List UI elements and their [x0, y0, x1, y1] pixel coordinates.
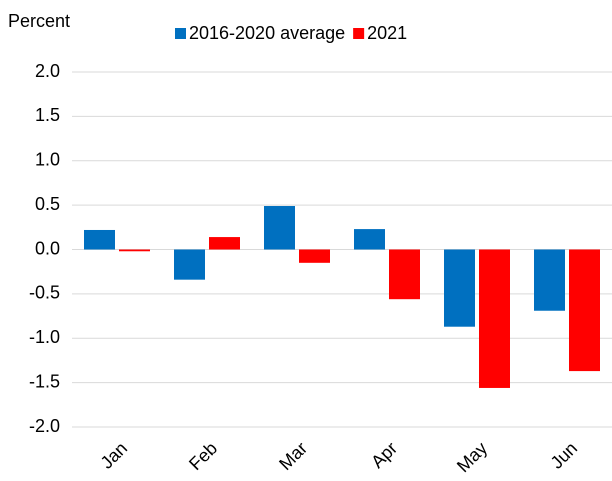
- bar: [209, 237, 240, 250]
- y-tick-label: -0.5: [29, 283, 60, 303]
- x-tick-label: Apr: [367, 438, 401, 472]
- y-tick-label: 1.0: [35, 150, 60, 170]
- legend-label: 2016-2020 average: [189, 23, 345, 43]
- bar: [534, 249, 565, 311]
- y-tick-label: 1.5: [35, 105, 60, 125]
- bar: [389, 249, 420, 300]
- x-tick-label: May: [453, 438, 491, 476]
- y-tick-label: 0.0: [35, 238, 60, 258]
- y-tick-label: -1.5: [29, 371, 60, 391]
- legend-swatch: [353, 28, 365, 39]
- x-tick-label: Feb: [185, 438, 221, 474]
- bar: [444, 249, 475, 327]
- x-tick-label: Jun: [547, 438, 582, 473]
- x-tick-label: Mar: [275, 438, 311, 474]
- bar: [354, 229, 385, 250]
- y-tick-label: 0.5: [35, 194, 60, 214]
- x-tick-label: Jan: [97, 438, 132, 473]
- bar: [299, 249, 330, 263]
- y-tick-label: -1.0: [29, 327, 60, 347]
- bar: [569, 249, 600, 372]
- y-tick-label: 2.0: [35, 61, 60, 81]
- bar: [119, 249, 150, 252]
- y-tick-label: -2.0: [29, 416, 60, 436]
- bar: [84, 229, 115, 250]
- bar: [264, 206, 295, 250]
- y-axis-label: Percent: [8, 11, 70, 31]
- bar: [174, 249, 205, 280]
- legend-label: 2021: [367, 23, 407, 43]
- legend-swatch: [175, 28, 186, 39]
- bar: [479, 249, 510, 388]
